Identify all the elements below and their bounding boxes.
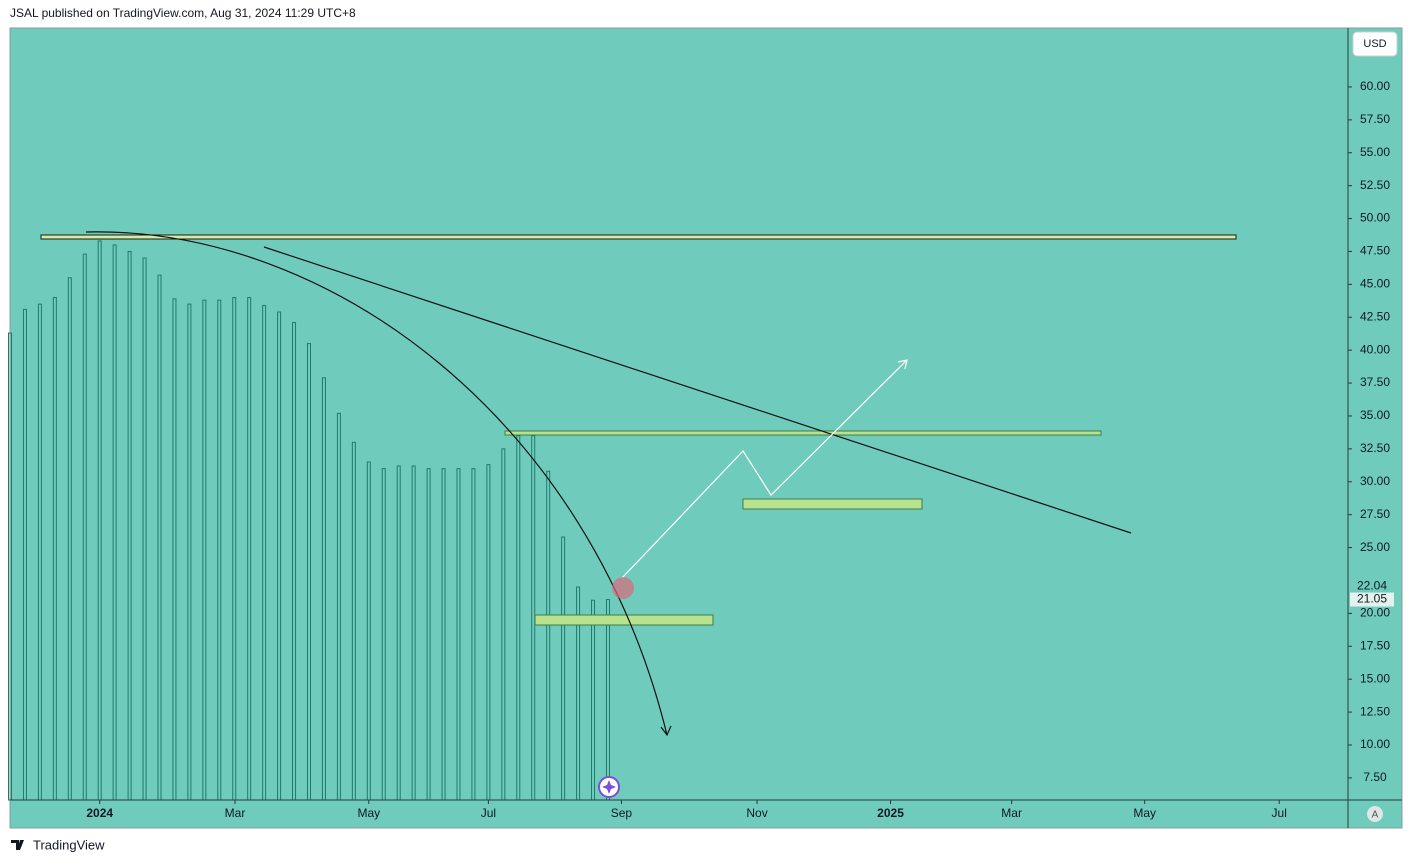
projection-path bbox=[621, 359, 908, 579]
y-tick-label: 52.50 bbox=[1360, 178, 1390, 192]
y-tick-label: 32.50 bbox=[1360, 441, 1390, 455]
x-tick-label: May bbox=[357, 806, 380, 820]
y-tick-label: 45.00 bbox=[1360, 277, 1390, 291]
y-tick-label: 27.50 bbox=[1360, 507, 1390, 521]
price-label: 22.04 bbox=[1357, 579, 1387, 593]
y-tick-label: 40.00 bbox=[1360, 342, 1390, 356]
y-tick-label: 60.00 bbox=[1360, 79, 1390, 93]
currency: USD bbox=[1363, 38, 1386, 50]
price-label-box bbox=[1350, 592, 1394, 607]
y-tick-label: 57.50 bbox=[1360, 112, 1390, 126]
x-tick-label: Nov bbox=[746, 806, 767, 820]
y-tick-label: 15.00 bbox=[1360, 671, 1390, 685]
zone bbox=[742, 498, 923, 510]
marker bbox=[612, 577, 634, 599]
event-icon-star bbox=[602, 780, 616, 794]
x-tick-label: May bbox=[1133, 806, 1156, 820]
y-tick-label: 17.50 bbox=[1360, 638, 1390, 652]
chart-background bbox=[9, 27, 1403, 829]
arrow-head bbox=[660, 725, 672, 737]
y-tick-label: 25.00 bbox=[1360, 540, 1390, 554]
x-tick-label: Jul bbox=[481, 806, 496, 820]
x-tick-label: 2025 bbox=[877, 806, 904, 820]
y-tick-label: 30.00 bbox=[1360, 474, 1390, 488]
trend-line bbox=[263, 246, 1132, 534]
y-tick-label: 35.00 bbox=[1360, 408, 1390, 422]
x-tick-label: 2024 bbox=[86, 806, 113, 820]
y-tick-label: 50.00 bbox=[1360, 211, 1390, 225]
curve-arrow bbox=[85, 231, 668, 736]
y-tick-label: 55.00 bbox=[1360, 145, 1390, 159]
y-tick-label: 10.00 bbox=[1360, 737, 1390, 751]
zone bbox=[534, 614, 714, 626]
brand: TradingView bbox=[33, 837, 105, 852]
currency-button[interactable] bbox=[1352, 31, 1398, 57]
resistance-zone bbox=[40, 234, 1237, 240]
x-tick-label: Jul bbox=[1272, 806, 1287, 820]
auto-scale-label: A bbox=[1372, 810, 1379, 821]
arrow-head bbox=[897, 359, 908, 370]
x-tick-label: Sep bbox=[611, 806, 633, 820]
zone bbox=[504, 430, 1102, 436]
drawings bbox=[40, 231, 1237, 798]
price-label-box bbox=[1350, 579, 1394, 594]
published-note: JSAL published on TradingView.com, Aug 3… bbox=[10, 6, 356, 20]
brand-logo bbox=[11, 840, 24, 850]
auto-scale-button[interactable] bbox=[1367, 806, 1383, 822]
y-tick-label: 42.50 bbox=[1360, 309, 1390, 323]
x-tick-label: Mar bbox=[1001, 806, 1022, 820]
y-tick-label: 7.50 bbox=[1363, 770, 1387, 784]
y-tick-label: 20.00 bbox=[1360, 606, 1390, 620]
price-label: 21.05 bbox=[1357, 592, 1387, 606]
y-tick-label: 37.50 bbox=[1360, 375, 1390, 389]
y-tick-label: 12.50 bbox=[1360, 704, 1390, 718]
x-tick-label: Mar bbox=[225, 806, 246, 820]
y-tick-label: 47.50 bbox=[1360, 244, 1390, 258]
